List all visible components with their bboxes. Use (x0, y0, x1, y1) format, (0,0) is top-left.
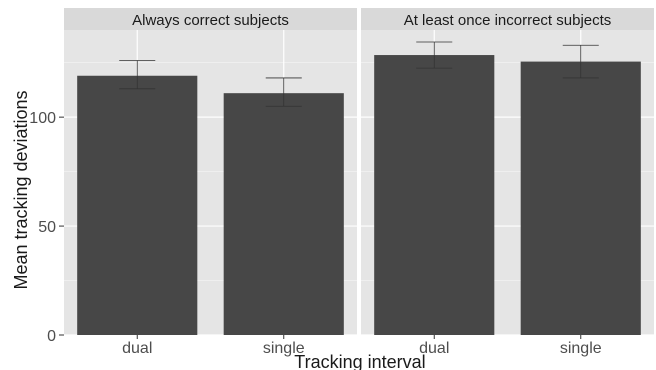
x-tick-label: dual (419, 340, 449, 357)
y-tick-label: 100 (29, 110, 56, 127)
facet-strip-label: Always correct subjects (132, 12, 289, 29)
x-axis-title: Tracking interval (294, 352, 425, 370)
y-tick-label: 50 (38, 219, 56, 236)
x-tick-label: single (263, 340, 305, 357)
bar-dual (77, 75, 198, 335)
bar-single (520, 61, 641, 335)
facet-strip-label: At least once incorrect subjects (404, 12, 612, 29)
x-tick-label: single (560, 340, 602, 357)
facet-strip (361, 8, 654, 30)
y-axis: 0 50 100 (29, 110, 64, 345)
facet-strip (64, 8, 357, 30)
y-tick-label: 0 (47, 328, 56, 345)
facet-panel: Always correct subjects dual single (64, 8, 357, 357)
x-tick-label: dual (122, 340, 152, 357)
y-axis-title: Mean tracking deviations (11, 90, 31, 289)
bar-single (223, 93, 344, 335)
facet-panel: At least once incorrect subjects dual sing… (361, 8, 654, 357)
bar-dual (374, 55, 495, 336)
